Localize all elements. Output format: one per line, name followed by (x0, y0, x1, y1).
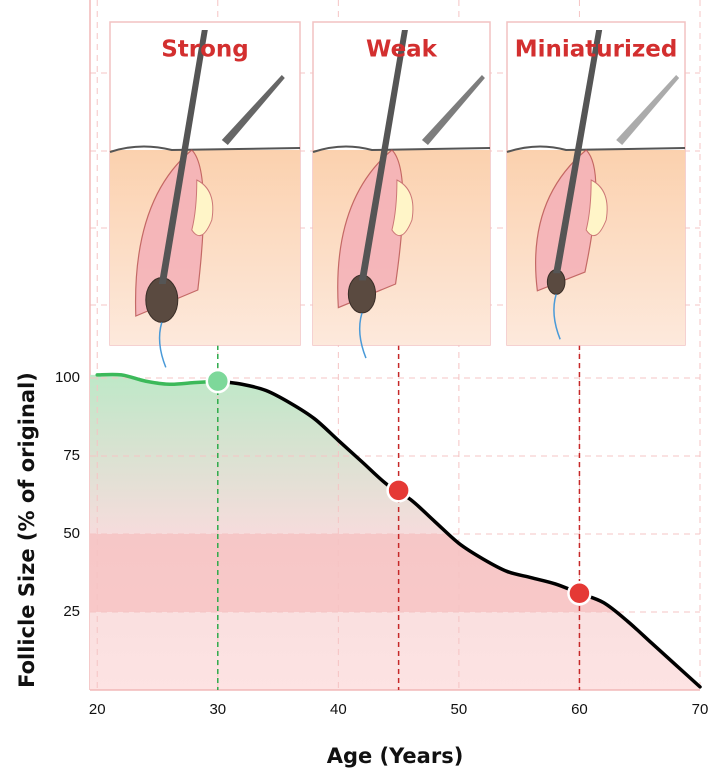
panel-title: Weak (366, 37, 438, 63)
gland (585, 179, 608, 237)
skin-surface (109, 145, 301, 153)
skin-surface (312, 145, 491, 153)
illustrations: Strong Weak Miniaturized (109, 21, 686, 368)
shaft (553, 30, 603, 274)
vessel (158, 322, 167, 368)
skin-surface (506, 145, 686, 153)
shaft2 (616, 75, 680, 145)
point (567, 581, 592, 606)
skin (110, 150, 300, 345)
line (216, 379, 702, 689)
x-axis-title: Age (Years) (327, 744, 464, 768)
point (386, 478, 411, 503)
panel-title: Miniaturized (515, 37, 678, 63)
panel: Miniaturized (506, 21, 686, 346)
x-tick-label: 50 (451, 701, 468, 718)
line (95, 372, 220, 387)
y-tick-label: 50 (63, 525, 80, 542)
panel: Weak (312, 21, 491, 359)
bulb (145, 277, 179, 323)
area (90, 374, 700, 690)
gland (391, 179, 414, 237)
x-tick-label: 40 (330, 701, 347, 718)
vessel (553, 294, 561, 340)
shaft (158, 30, 208, 284)
y-tick-label: 75 (63, 447, 80, 464)
x-tick-label: 30 (209, 701, 226, 718)
x-tick-label: 70 (692, 701, 709, 718)
y-tick-label: 100 (55, 369, 80, 386)
bulb (546, 269, 566, 295)
shaft2 (221, 75, 285, 145)
y-tick-label: 25 (63, 603, 80, 620)
vessel (358, 312, 367, 359)
shaft (358, 30, 408, 281)
shaft2 (421, 75, 485, 145)
bulb (347, 274, 377, 314)
gland (191, 179, 214, 237)
y-axis-title: Follicle Size (% of original) (15, 372, 39, 688)
panel-title: Strong (161, 37, 249, 63)
x-tick-label: 20 (89, 701, 106, 718)
x-tick-label: 60 (571, 701, 588, 718)
panel: Strong (109, 21, 301, 368)
point (205, 368, 231, 394)
band (90, 534, 700, 612)
